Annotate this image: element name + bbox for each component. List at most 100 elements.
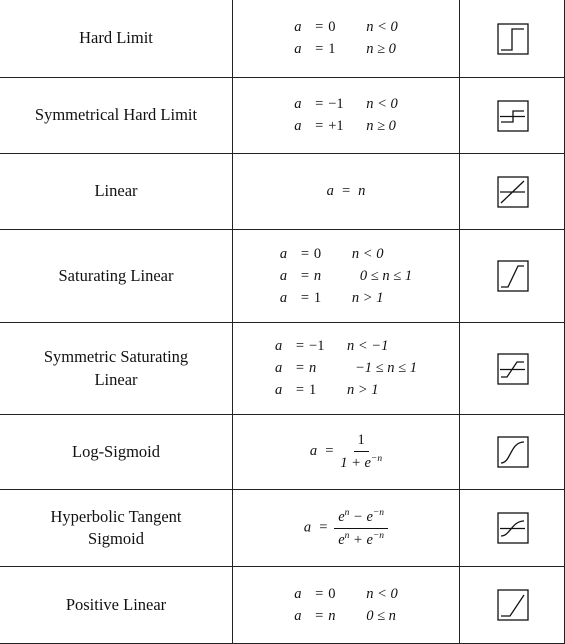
icon-cell (460, 0, 565, 77)
input-condition: n ≥ 0 (366, 118, 396, 134)
output-variable: a (294, 607, 302, 624)
input-output-relation: a = 0 n < 0 a = n 0 ≤ n (233, 567, 459, 643)
output-variable: a (294, 96, 302, 112)
icon-cell (460, 230, 565, 322)
relation-line: a = 1 n > 1 (275, 382, 417, 399)
equals-sign: = (315, 607, 324, 624)
table-row: Saturating Linear a = 0 n < 0 a = n 0 ≤ n ≤ 1 a = 1… (0, 230, 565, 323)
equals-sign: = (315, 585, 324, 602)
function-name: Positive Linear (0, 567, 232, 643)
function-name-line: Hard Limit (79, 28, 153, 48)
relation-formula: a = n (326, 183, 366, 199)
function-name: Log-Sigmoid (0, 415, 232, 489)
relation-lines: a = −1 n < −1 a = n −1 ≤ n ≤ 1 a = 1 n > 1 (275, 338, 417, 399)
icon-cell (460, 78, 565, 153)
denominator-exponent: −n (370, 454, 383, 465)
table-row: Hyperbolic Tangent Sigmoid a = e n − e−n en +… (0, 490, 565, 567)
input-condition: n < 0 (351, 245, 384, 262)
function-name: Symmetrical Hard Limit (0, 78, 232, 153)
function-name-line: Sigmoid (88, 529, 144, 548)
symmetrical-hard-limit-icon (496, 99, 529, 132)
function-name-line: Positive Linear (65, 594, 167, 614)
output-variable: a (279, 267, 288, 284)
icon-cell (460, 154, 565, 229)
relation-formula: a = 1 1 + e−n (310, 432, 382, 472)
input-condition: n < −1 (347, 338, 389, 354)
fraction-denominator: 1 + e−n (340, 452, 382, 472)
function-name-line: Linear (94, 181, 138, 201)
function-name: Hyperbolic Tangent Sigmoid (0, 490, 232, 566)
saturating-linear-icon (496, 260, 529, 292)
output-value: n (309, 360, 317, 376)
output-value: +1 (328, 118, 344, 134)
function-name-line: Symmetrical Hard Limit (34, 105, 198, 125)
input-condition: 0 ≤ n (366, 607, 396, 624)
function-name: Symmetric Saturating Linear (0, 323, 232, 414)
denominator-base: 1 + e (340, 454, 371, 471)
relation-line: a = n 0 ≤ n (294, 608, 398, 625)
equals-sign: = (295, 360, 305, 376)
table-row: Hard Limit a = 0 n < 0 a = 1 n ≥ 0 (0, 0, 565, 78)
icon-cell (460, 323, 565, 414)
input-condition: n < 0 (366, 19, 398, 35)
function-name-line: Log-Sigmoid (71, 441, 160, 461)
relation-line: a = 0 n < 0 (280, 246, 412, 263)
numerator-exponent: n (344, 507, 350, 518)
log-sigmoid-icon (496, 436, 529, 468)
output-value: 0 (328, 585, 336, 602)
relation-line: a = 0 n < 0 (294, 19, 398, 36)
relation-line: a = +1 n ≥ 0 (294, 118, 398, 135)
equals-sign: = (295, 338, 305, 354)
hard-limit-icon (496, 22, 529, 55)
output-value: 1 (328, 41, 336, 57)
numerator-term: − e (349, 508, 373, 525)
table-row: Symmetric Saturating Linear a = −1 n < −1 a = n −… (0, 323, 565, 415)
table-row: Positive Linear a = 0 n < 0 a = n 0 ≤ n (0, 567, 565, 644)
function-name: Linear (0, 154, 232, 229)
relation-lines: a = 0 n < 0 a = n 0 ≤ n ≤ 1 a = 1 n > 1 (280, 246, 412, 307)
output-value: −1 (328, 96, 344, 112)
input-output-relation: a = e n − e−n en + e−n (233, 490, 459, 566)
output-value: 1 (313, 289, 322, 306)
linear-icon (496, 175, 529, 208)
output-value: 0 (328, 19, 336, 35)
output-variable: a (294, 585, 302, 602)
function-name-line: Linear (94, 369, 138, 389)
positive-linear-icon (496, 589, 529, 621)
input-condition: n < 0 (366, 585, 398, 602)
denominator-term: e (338, 531, 345, 548)
fraction-numerator: 1 (353, 432, 369, 453)
table-row: Log-Sigmoid a = 1 1 + e−n (0, 415, 565, 490)
output-value: n (313, 267, 322, 284)
relation-formula: a = e n − e−n en + e−n (303, 507, 389, 549)
output-value: 0 (313, 245, 322, 262)
fraction: e n − e−n en + e−n (334, 507, 389, 549)
output-variable: a (294, 41, 302, 57)
output-value: −1 (309, 338, 325, 354)
relation-line: a = n −1 ≤ n ≤ 1 (275, 360, 417, 377)
input-condition: n > 1 (347, 382, 379, 398)
output-value: n (328, 607, 336, 624)
input-output-relation: a = 1 1 + e−n (233, 415, 459, 489)
table-row: Linear a = n (0, 154, 565, 230)
formula-lhs: a = (303, 519, 329, 536)
equals-sign: = (315, 41, 324, 57)
output-value: 1 (309, 382, 317, 398)
numerator-exponent: −n (372, 507, 385, 518)
output-variable: a (294, 118, 302, 134)
relation-line: a = −1 n < −1 (275, 338, 417, 355)
output-variable: a (275, 338, 283, 354)
input-condition: −1 ≤ n ≤ 1 (355, 360, 417, 376)
output-variable: a (275, 360, 283, 376)
relation-line: a = n 0 ≤ n ≤ 1 (280, 268, 412, 285)
fraction-denominator: en + e−n (338, 529, 384, 549)
function-name: Hard Limit (0, 0, 232, 77)
relation-line: a = 1 n ≥ 0 (294, 41, 398, 58)
formula-lhs: a = (309, 443, 335, 460)
tanh-sigmoid-icon (496, 512, 529, 544)
output-variable: a (275, 382, 283, 398)
equals-sign: = (315, 96, 324, 112)
icon-cell (460, 490, 565, 566)
equals-sign: = (315, 118, 324, 134)
